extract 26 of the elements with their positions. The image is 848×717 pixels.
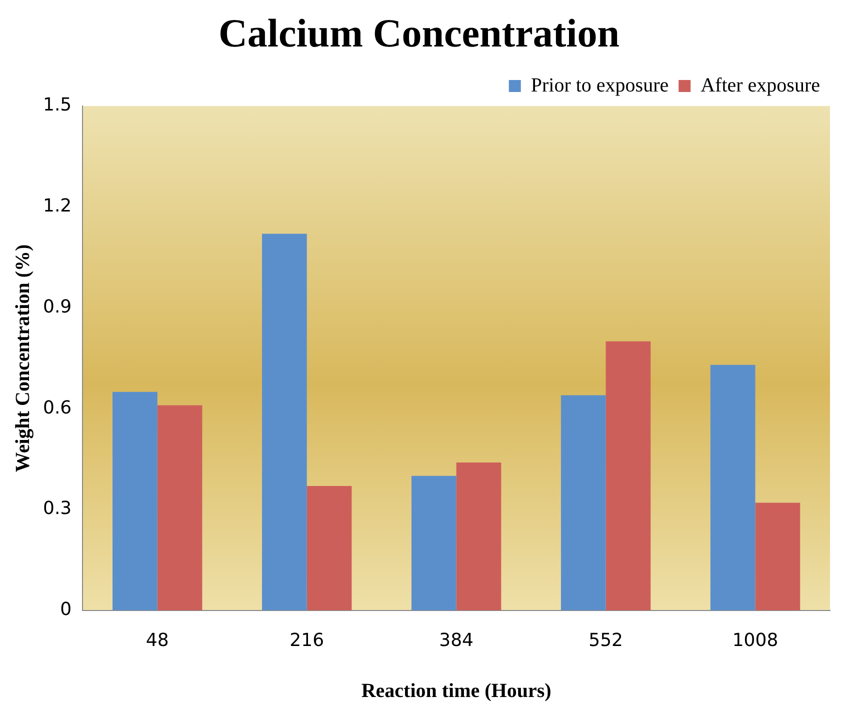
bar: [306, 486, 352, 610]
bar: [606, 341, 651, 610]
y-tick-label: 1.2: [42, 196, 72, 217]
x-tick-label: 48: [146, 630, 169, 651]
bar: [710, 364, 756, 610]
chart-title: Calcium Concentration: [218, 10, 620, 56]
y-tick-label: 0.6: [42, 397, 72, 418]
bar: [560, 395, 606, 610]
legend-label: Prior to exposure: [530, 74, 669, 96]
y-tick-label: 0.9: [42, 296, 72, 318]
x-tick-label: 384: [439, 630, 474, 651]
legend-label: After exposure: [700, 74, 820, 96]
bar: [157, 405, 202, 610]
y-tick-label: 0.3: [42, 498, 72, 520]
x-tick-label: 552: [588, 630, 623, 651]
bar: [755, 502, 800, 610]
bar: [262, 234, 307, 610]
x-tick-label: 216: [290, 630, 324, 651]
y-axis-title: Weight Concentration (%): [12, 244, 34, 472]
bar: [112, 392, 158, 610]
y-tick-label: 0: [60, 599, 72, 620]
bar: [411, 476, 456, 610]
x-tick-label: 1008: [732, 630, 778, 651]
y-tick-label: 1.5: [42, 94, 72, 116]
x-axis-title: Reaction time (Hours): [361, 680, 552, 702]
bar: [456, 462, 502, 610]
